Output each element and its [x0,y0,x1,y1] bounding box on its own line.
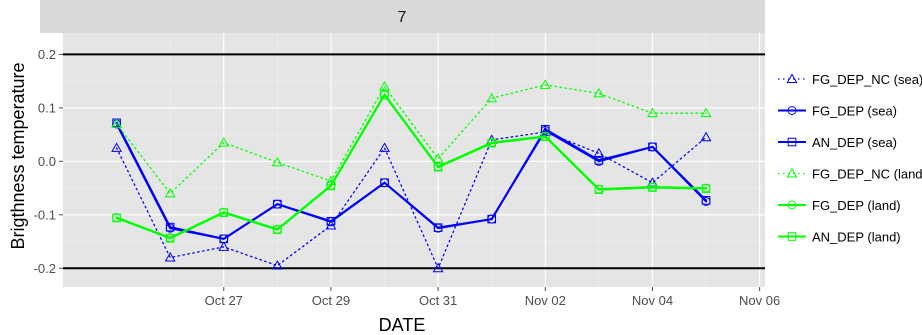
data-point [164,251,176,262]
data-point [326,181,336,191]
data-point [648,183,657,192]
legend-label: FG_DEP (sea) [812,104,897,119]
data-point [432,262,444,273]
reference-lines [63,53,765,270]
legend-item: AN_DEP (land) [778,230,901,245]
legend-label: AN_DEP (land) [812,230,901,245]
x-tick-label: Nov 06 [739,293,780,308]
data-point [379,80,390,91]
data-point [111,142,123,152]
x-tick-label: Nov 02 [525,293,566,308]
x-tick-label: Oct 27 [205,293,243,308]
y-tick-label: -0.2 [34,261,56,276]
plot-panel [63,33,765,287]
data-point [594,155,604,165]
data-point [486,92,498,103]
data-point [273,199,282,209]
legend-item: FG_DEP (sea) [778,104,897,119]
legend: FG_DEP_NC (sea) FG_DEP (sea) AN_DEP (sea) F… [778,72,922,245]
y-axis-title: Brigthness temperature [8,62,28,249]
facet-strip-background [40,0,765,33]
series-line [115,131,707,270]
legend-key-marker [787,106,797,115]
data-point [700,131,712,142]
y-tick-label: 0.1 [38,100,56,115]
data-point [379,142,390,152]
legend-key-marker [786,73,798,83]
data-point [380,90,389,100]
data-point [165,234,175,243]
legend-label: FG_DEP (land) [812,198,901,213]
data-point [165,222,175,232]
data-point [326,216,336,226]
x-axis-title: DATE [379,315,426,335]
data-point [219,208,229,217]
x-tick-label: Nov 04 [632,293,673,308]
data-point [432,153,444,163]
y-axis: 0.2 0.1 0.0 -0.1 -0.2 [34,47,63,276]
data-point [701,196,711,205]
legend-label: AN_DEP (sea) [812,135,897,150]
data-point [648,142,657,152]
legend-key-marker [787,200,797,210]
x-axis: Oct 27 Oct 29 Oct 31 Nov 02 Nov 04 Nov 06 [205,287,780,308]
legend-key-marker [786,167,798,178]
data-point [218,241,230,251]
x-tick-label: Oct 29 [312,293,350,308]
facet-strip: 7 [40,0,765,33]
legend-item: FG_DEP_NC (land) [778,167,922,182]
legend-label: FG_DEP_NC (sea) [812,72,922,87]
data-point [380,178,389,188]
data-point [700,107,712,118]
series-5 [112,90,711,243]
data-point [594,185,604,194]
data-point [271,156,283,167]
data-point [647,107,658,118]
data-point [433,162,443,172]
data-point [487,138,497,148]
y-tick-label: 0.0 [38,154,56,169]
data-point [271,260,283,270]
data-point [164,187,176,198]
data-point [433,223,443,232]
y-tick-label: -0.1 [34,207,56,222]
data-point [112,213,121,223]
data-point [701,184,711,193]
y-tick-label: 0.2 [38,47,56,62]
legend-label: FG_DEP_NC (land) [812,167,922,182]
series-line [115,121,708,240]
legend-item: FG_DEP (land) [778,198,901,213]
panel-background [63,33,765,287]
legend-key-marker [787,232,797,241]
data-point [273,225,282,235]
legend-key-marker [787,137,797,147]
series-line [115,93,708,240]
data-point [593,87,605,98]
x-tick-label: Oct 31 [419,293,457,308]
data-point [219,234,229,244]
data-point [487,214,497,224]
data-point [218,137,230,147]
data-point [539,79,551,89]
legend-item: FG_DEP_NC (sea) [778,72,922,87]
legend-item: AN_DEP (sea) [778,135,897,150]
series-lines [111,79,712,273]
data-point [111,118,123,128]
data-point [540,132,550,142]
facet-label: 7 [398,9,407,26]
